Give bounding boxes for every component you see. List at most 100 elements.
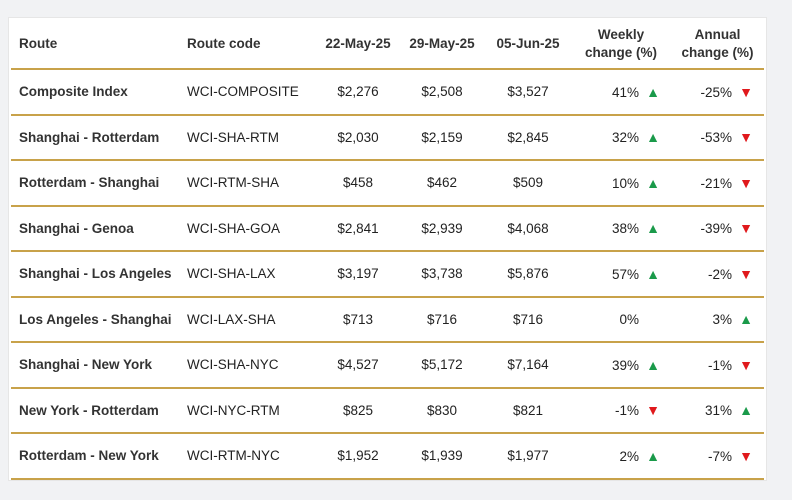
annual-change-cell: 3% ▲ <box>671 296 764 343</box>
up-arrow-icon: ▲ <box>646 265 660 282</box>
up-arrow-icon: ▲ <box>646 83 660 100</box>
rate-cell-date-1: $458 <box>317 160 399 207</box>
rate-cell-date-1: $2,841 <box>317 205 399 252</box>
weekly-change-cell: 41% ▲ <box>571 69 671 116</box>
route-name-cell: Shanghai - Rotterdam <box>11 114 187 161</box>
column-header-annual-change: Annual change (%) <box>671 20 764 70</box>
rate-cell-date-3: $2,845 <box>485 114 571 161</box>
rate-cell-date-2: $2,159 <box>399 114 485 161</box>
rate-cell-date-1: $2,276 <box>317 69 399 116</box>
rate-cell-date-3: $1,977 <box>485 433 571 480</box>
route-name-cell: Composite Index <box>11 69 187 116</box>
weekly-change-cell: 10% ▲ <box>571 160 671 207</box>
annual-change-cell: -53% ▼ <box>671 114 764 161</box>
annual-change-cell: -7% ▼ <box>671 433 764 480</box>
weekly-change-cell: 57% ▲ <box>571 251 671 298</box>
route-code-cell: WCI-SHA-GOA <box>187 205 317 252</box>
annual-change-value: -25% <box>700 84 732 100</box>
weekly-change-value: 2% <box>619 448 639 464</box>
annual-change-value: -2% <box>707 266 732 282</box>
table-row: New York - Rotterdam WCI-NYC-RTM $825 $830 $… <box>11 387 764 434</box>
rate-cell-date-3: $716 <box>485 296 571 343</box>
weekly-change-value: 0% <box>619 311 639 327</box>
down-arrow-icon: ▼ <box>739 220 753 237</box>
column-header-date-1: 22-May-25 <box>317 20 399 70</box>
annual-change-value: -1% <box>707 357 732 373</box>
weekly-change-cell: -1% ▼ <box>571 387 671 434</box>
up-arrow-icon: ▲ <box>739 311 753 328</box>
annual-change-value: -7% <box>707 448 732 464</box>
route-name-cell: New York - Rotterdam <box>11 387 187 434</box>
rate-cell-date-2: $3,738 <box>399 251 485 298</box>
table-row: Shanghai - New York WCI-SHA-NYC $4,527 $5,1… <box>11 342 764 389</box>
column-header-annual-line-2: change (%) <box>681 45 754 60</box>
down-arrow-icon: ▼ <box>739 447 753 464</box>
route-code-cell: WCI-RTM-SHA <box>187 160 317 207</box>
weekly-change-value: -1% <box>614 403 639 419</box>
weekly-change-cell: 0% <box>571 296 671 343</box>
up-arrow-icon: ▲ <box>646 174 660 191</box>
route-name-cell: Rotterdam - Shanghai <box>11 160 187 207</box>
annual-change-value: -21% <box>700 175 732 191</box>
column-header-weekly-change: Weekly change (%) <box>571 20 671 70</box>
route-name-cell: Rotterdam - New York <box>11 433 187 480</box>
route-code-cell: WCI-NYC-RTM <box>187 387 317 434</box>
rate-cell-date-1: $2,030 <box>317 114 399 161</box>
weekly-change-value: 39% <box>611 357 639 373</box>
rate-cell-date-2: $5,172 <box>399 342 485 389</box>
route-name-cell: Shanghai - Los Angeles <box>11 251 187 298</box>
route-name-cell: Los Angeles - Shanghai <box>11 296 187 343</box>
up-arrow-icon: ▲ <box>646 447 660 464</box>
route-code-cell: WCI-SHA-RTM <box>187 114 317 161</box>
up-arrow-icon: ▲ <box>646 129 660 146</box>
weekly-change-value: 57% <box>611 266 639 282</box>
weekly-change-value: 41% <box>611 84 639 100</box>
down-arrow-icon: ▼ <box>646 402 660 419</box>
table-row: Los Angeles - Shanghai WCI-LAX-SHA $713 $71… <box>11 296 764 343</box>
rate-cell-date-2: $1,939 <box>399 433 485 480</box>
rate-cell-date-3: $3,527 <box>485 69 571 116</box>
up-arrow-icon: ▲ <box>739 402 753 419</box>
table-row: Rotterdam - Shanghai WCI-RTM-SHA $458 $462 $… <box>11 160 764 207</box>
rates-table-card: Route Route code 22-May-25 29-May-25 05-… <box>8 17 767 481</box>
rate-cell-date-2: $716 <box>399 296 485 343</box>
route-code-cell: WCI-SHA-NYC <box>187 342 317 389</box>
rate-cell-date-2: $2,508 <box>399 69 485 116</box>
weekly-change-value: 38% <box>611 221 639 237</box>
down-arrow-icon: ▼ <box>739 174 753 191</box>
column-header-date-3: 05-Jun-25 <box>485 20 571 70</box>
rate-cell-date-3: $5,876 <box>485 251 571 298</box>
rate-cell-date-1: $713 <box>317 296 399 343</box>
rate-cell-date-2: $2,939 <box>399 205 485 252</box>
route-code-cell: WCI-RTM-NYC <box>187 433 317 480</box>
annual-change-value: 3% <box>712 312 732 328</box>
annual-change-cell: -2% ▼ <box>671 251 764 298</box>
column-header-weekly-line-1: Weekly <box>597 27 645 42</box>
column-header-annual-line-1: Annual <box>694 27 741 42</box>
annual-change-cell: -1% ▼ <box>671 342 764 389</box>
rate-cell-date-3: $7,164 <box>485 342 571 389</box>
annual-change-value: -53% <box>700 130 732 146</box>
rate-cell-date-1: $4,527 <box>317 342 399 389</box>
route-code-cell: WCI-COMPOSITE <box>187 69 317 116</box>
table-row: Shanghai - Genoa WCI-SHA-GOA $2,841 $2,939 $… <box>11 205 764 252</box>
annual-change-cell: -25% ▼ <box>671 69 764 116</box>
column-header-route-code: Route code <box>187 20 317 70</box>
annual-change-cell: -39% ▼ <box>671 205 764 252</box>
table-header-row: Route Route code 22-May-25 29-May-25 05-… <box>11 20 764 70</box>
up-arrow-icon: ▲ <box>646 356 660 373</box>
column-header-route: Route <box>11 20 187 70</box>
freight-rates-table: Route Route code 22-May-25 29-May-25 05-… <box>11 20 764 480</box>
down-arrow-icon: ▼ <box>739 356 753 373</box>
table-row: Rotterdam - New York WCI-RTM-NYC $1,952 $1,… <box>11 433 764 480</box>
table-row: Shanghai - Los Angeles WCI-SHA-LAX $3,197 $… <box>11 251 764 298</box>
annual-change-cell: 31% ▲ <box>671 387 764 434</box>
rate-cell-date-1: $825 <box>317 387 399 434</box>
down-arrow-icon: ▼ <box>739 83 753 100</box>
route-code-cell: WCI-SHA-LAX <box>187 251 317 298</box>
rate-cell-date-2: $462 <box>399 160 485 207</box>
column-header-date-2: 29-May-25 <box>399 20 485 70</box>
route-name-cell: Shanghai - Genoa <box>11 205 187 252</box>
annual-change-cell: -21% ▼ <box>671 160 764 207</box>
weekly-change-cell: 2% ▲ <box>571 433 671 480</box>
